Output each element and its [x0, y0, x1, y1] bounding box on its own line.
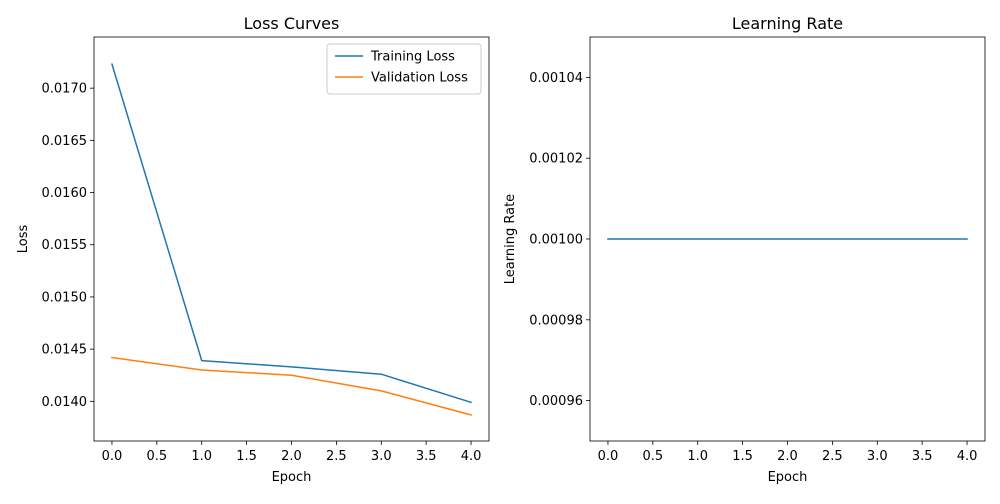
chart-title: Loss Curves	[244, 14, 340, 33]
y-tick-label: 0.00098	[529, 313, 583, 328]
chart-title: Learning Rate	[732, 14, 843, 33]
x-tick-label: 4.0	[461, 449, 482, 464]
legend: Training Loss Validation Loss	[326, 43, 482, 95]
y-tick-label: 0.0145	[42, 343, 88, 358]
legend-box	[326, 43, 482, 95]
chart-panel-1: 0.0 0.5 1.0 1.5 2.0 2.5 3.0 3.5 4.0 0.0140 0.0145 0…	[16, 14, 490, 485]
y-tick-label: 0.0165	[42, 134, 88, 149]
axes-frame	[93, 36, 490, 442]
x-tick-label: 2.5	[326, 449, 347, 464]
y-axis-label: Learning Rate	[503, 194, 518, 284]
legend-label-2: Validation Loss	[371, 71, 468, 86]
x-tick-label: 0.5	[642, 449, 663, 464]
y-tick-label: 0.0155	[42, 238, 88, 253]
x-tick-label: 0.0	[598, 449, 619, 464]
x-axis-label: Epoch	[272, 470, 312, 485]
y-tick-label: 0.00102	[529, 152, 583, 167]
x-tick-label: 3.5	[416, 449, 437, 464]
x-axis-label: Epoch	[768, 470, 808, 485]
x-tick-label: 3.0	[867, 449, 888, 464]
y-axis-label: Loss	[16, 225, 31, 254]
x-tick-label: 2.0	[281, 449, 302, 464]
x-tick-label: 1.0	[191, 449, 212, 464]
x-tick-label: 0.0	[102, 449, 123, 464]
y-tick-label: 0.0140	[42, 395, 88, 410]
x-tick-label: 1.0	[687, 449, 708, 464]
y-tick-label: 0.00104	[529, 71, 583, 86]
x-tick-label: 1.5	[236, 449, 257, 464]
x-tick-label: 0.5	[146, 449, 167, 464]
legend-label-1: Training Loss	[370, 50, 455, 65]
y-tick-label: 0.00100	[529, 233, 583, 248]
y-tick-label: 0.00096	[529, 394, 583, 409]
x-tick-label: 2.0	[777, 449, 798, 464]
chart-panel-2: 0.0 0.5 1.0 1.5 2.0 2.5 3.0 3.5 4.0 0.00096 0.0009…	[503, 14, 986, 485]
y-tick-label: 0.0150	[42, 290, 88, 305]
y-tick-label: 0.0160	[42, 186, 88, 201]
x-tick-label: 3.0	[371, 449, 392, 464]
x-tick-label: 2.5	[822, 449, 843, 464]
x-tick-label: 3.5	[912, 449, 933, 464]
y-tick-label: 0.0170	[42, 82, 88, 97]
x-tick-label: 4.0	[957, 449, 978, 464]
series-line-2	[111, 356, 472, 416]
x-tick-label: 1.5	[732, 449, 753, 464]
series-line-1	[111, 63, 472, 404]
